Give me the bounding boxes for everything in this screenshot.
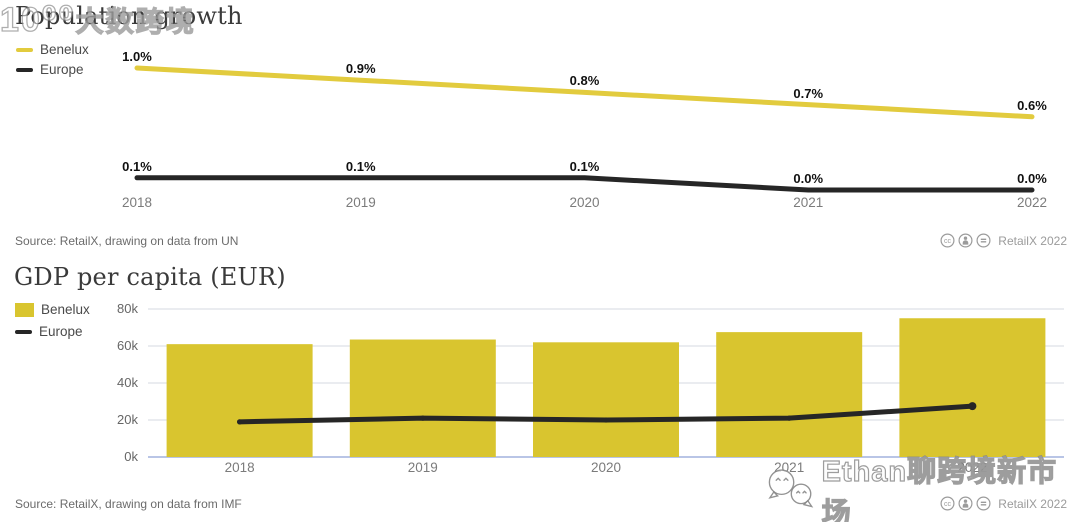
y-axis-tick: 0k <box>124 449 138 464</box>
svg-text:cc: cc <box>944 501 952 508</box>
attribution-icon <box>958 233 973 248</box>
bar-2019 <box>349 339 496 457</box>
cc-icon: cc <box>940 496 955 511</box>
x-axis-tick: 2020 <box>590 460 622 475</box>
line-point <box>420 415 426 421</box>
y-axis-tick: 60k <box>117 338 138 353</box>
data-label: 0.0% <box>1017 171 1047 186</box>
y-axis-tick: 40k <box>117 375 138 390</box>
chart1-legend: Benelux Europe <box>16 42 89 77</box>
data-label: 0.1% <box>569 158 600 174</box>
chart2-source: Source: RetailX, drawing on data from IM… <box>15 497 242 511</box>
y-axis-tick: 20k <box>117 412 138 427</box>
europe-line-swatch <box>15 329 32 334</box>
legend-item-europe: Europe <box>15 324 90 339</box>
chart1-source: Source: RetailX, drawing on data from UN <box>15 234 239 248</box>
attribution-icon <box>958 496 973 511</box>
data-label: 0.9% <box>345 61 376 77</box>
data-label: 0.8% <box>569 73 600 89</box>
legend-label: Europe <box>40 61 84 77</box>
chart1-license-badge: cc RetailX 2022 <box>940 233 1067 248</box>
no-derivatives-icon <box>976 496 991 511</box>
no-derivatives-icon <box>976 233 991 248</box>
bar-2018 <box>166 344 313 457</box>
data-label: 0.7% <box>793 85 824 101</box>
chart2-title: GDP per capita (EUR) <box>14 263 286 291</box>
data-label: 0.6% <box>1017 97 1047 113</box>
legend-label: Benelux <box>41 301 90 317</box>
data-label: 0.1% <box>122 158 152 174</box>
legend-item-benelux: Benelux <box>15 302 90 317</box>
legend-label: Benelux <box>40 41 89 57</box>
y-axis-tick: 80k <box>117 301 138 316</box>
x-axis-tick: 2022 <box>1016 195 1048 210</box>
line-point <box>786 415 792 421</box>
x-axis-tick: 2021 <box>793 195 824 210</box>
chart2-license-badge: cc RetailX 2022 <box>940 496 1067 511</box>
line-point <box>237 419 243 425</box>
x-axis-tick: 2021 <box>774 460 805 475</box>
bar-2020 <box>533 342 679 457</box>
badge-text: RetailX 2022 <box>998 496 1067 511</box>
bar-2021 <box>716 332 863 457</box>
legend-label: Europe <box>39 323 83 339</box>
bar-2022 <box>899 318 1046 457</box>
data-label: 0.0% <box>793 171 824 186</box>
x-axis-tick: 2018 <box>224 460 255 475</box>
x-axis-tick: 2022 <box>957 460 988 475</box>
svg-text:cc: cc <box>944 238 952 245</box>
badge-text: RetailX 2022 <box>998 233 1067 248</box>
data-label: 1.0% <box>122 49 152 64</box>
chart2-legend: Benelux Europe <box>15 302 90 339</box>
data-label: 0.1% <box>345 158 376 174</box>
series-line-europe <box>134 175 1035 193</box>
chart1-title: Population growth <box>15 2 243 30</box>
series-line-europe <box>237 403 975 425</box>
benelux-bar-swatch <box>15 302 34 317</box>
benelux-line-swatch <box>16 47 33 52</box>
x-axis-tick: 2020 <box>569 195 600 210</box>
line-point <box>603 417 609 423</box>
europe-line-swatch <box>16 67 33 72</box>
x-axis-tick: 2019 <box>407 460 438 475</box>
legend-item-europe: Europe <box>16 62 89 77</box>
legend-item-benelux: Benelux <box>16 42 89 57</box>
x-axis-tick: 2019 <box>345 195 376 210</box>
line-point <box>968 402 977 411</box>
cc-icon: cc <box>940 233 955 248</box>
x-axis-tick: 2018 <box>121 195 153 210</box>
